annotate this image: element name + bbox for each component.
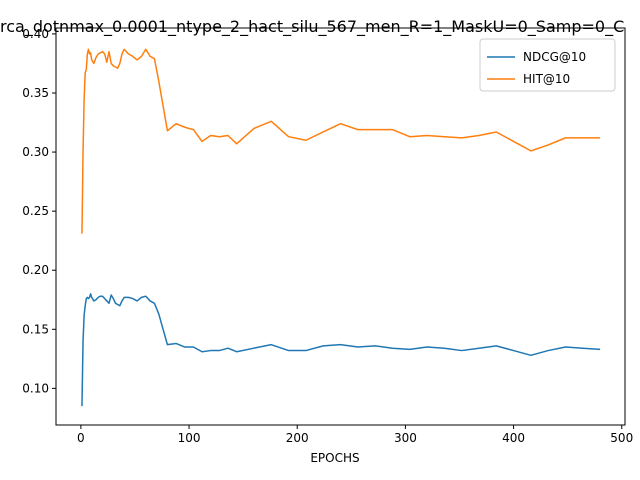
chart-title: rca_dotnmax_0.0001_ntype_2_hact_silu_567… (0, 17, 624, 37)
y-tick-label: 0.15 (22, 322, 49, 336)
series-layer (81, 48, 601, 407)
x-tick-label: 200 (286, 431, 309, 445)
legend-box (479, 38, 616, 92)
x-axis-label: EPOCHS (310, 451, 359, 465)
legend: NDCG@10 HIT@10 (479, 38, 616, 92)
y-tick-label: 0.40 (22, 27, 49, 41)
x-tick-label: 400 (502, 431, 525, 445)
x-tick-label: 100 (178, 431, 201, 445)
y-tick-label: 0.20 (22, 263, 49, 277)
y-tick-label: 0.10 (22, 381, 49, 395)
series-line-hit-10 (81, 48, 601, 234)
x-axis-ticks: 0 100 200 300 400 500 (77, 425, 633, 445)
series-line-ndcg-10 (81, 293, 601, 407)
x-tick-label: 500 (610, 431, 633, 445)
y-tick-label: 0.25 (22, 204, 49, 218)
legend-label-ndcg-10: NDCG@10 (523, 50, 586, 64)
x-tick-label: 0 (77, 431, 85, 445)
x-tick-label: 300 (394, 431, 417, 445)
y-tick-label: 0.30 (22, 145, 49, 159)
legend-label-hit-10: HIT@10 (523, 72, 570, 86)
plot-area-frame (55, 27, 626, 426)
y-axis-ticks: 0.10 0.15 0.20 0.25 0.30 0.35 0.40 (22, 27, 56, 395)
y-tick-label: 0.35 (22, 86, 49, 100)
